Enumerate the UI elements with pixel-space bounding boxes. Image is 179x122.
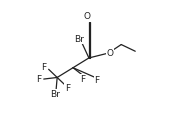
Text: Br: Br xyxy=(74,35,84,44)
Text: Br: Br xyxy=(50,90,60,99)
Text: F: F xyxy=(80,75,85,84)
Text: F: F xyxy=(95,76,100,85)
Text: F: F xyxy=(37,75,42,84)
Text: F: F xyxy=(41,63,47,72)
Text: O: O xyxy=(107,49,114,58)
Text: O: O xyxy=(84,12,91,21)
Text: F: F xyxy=(65,84,70,93)
